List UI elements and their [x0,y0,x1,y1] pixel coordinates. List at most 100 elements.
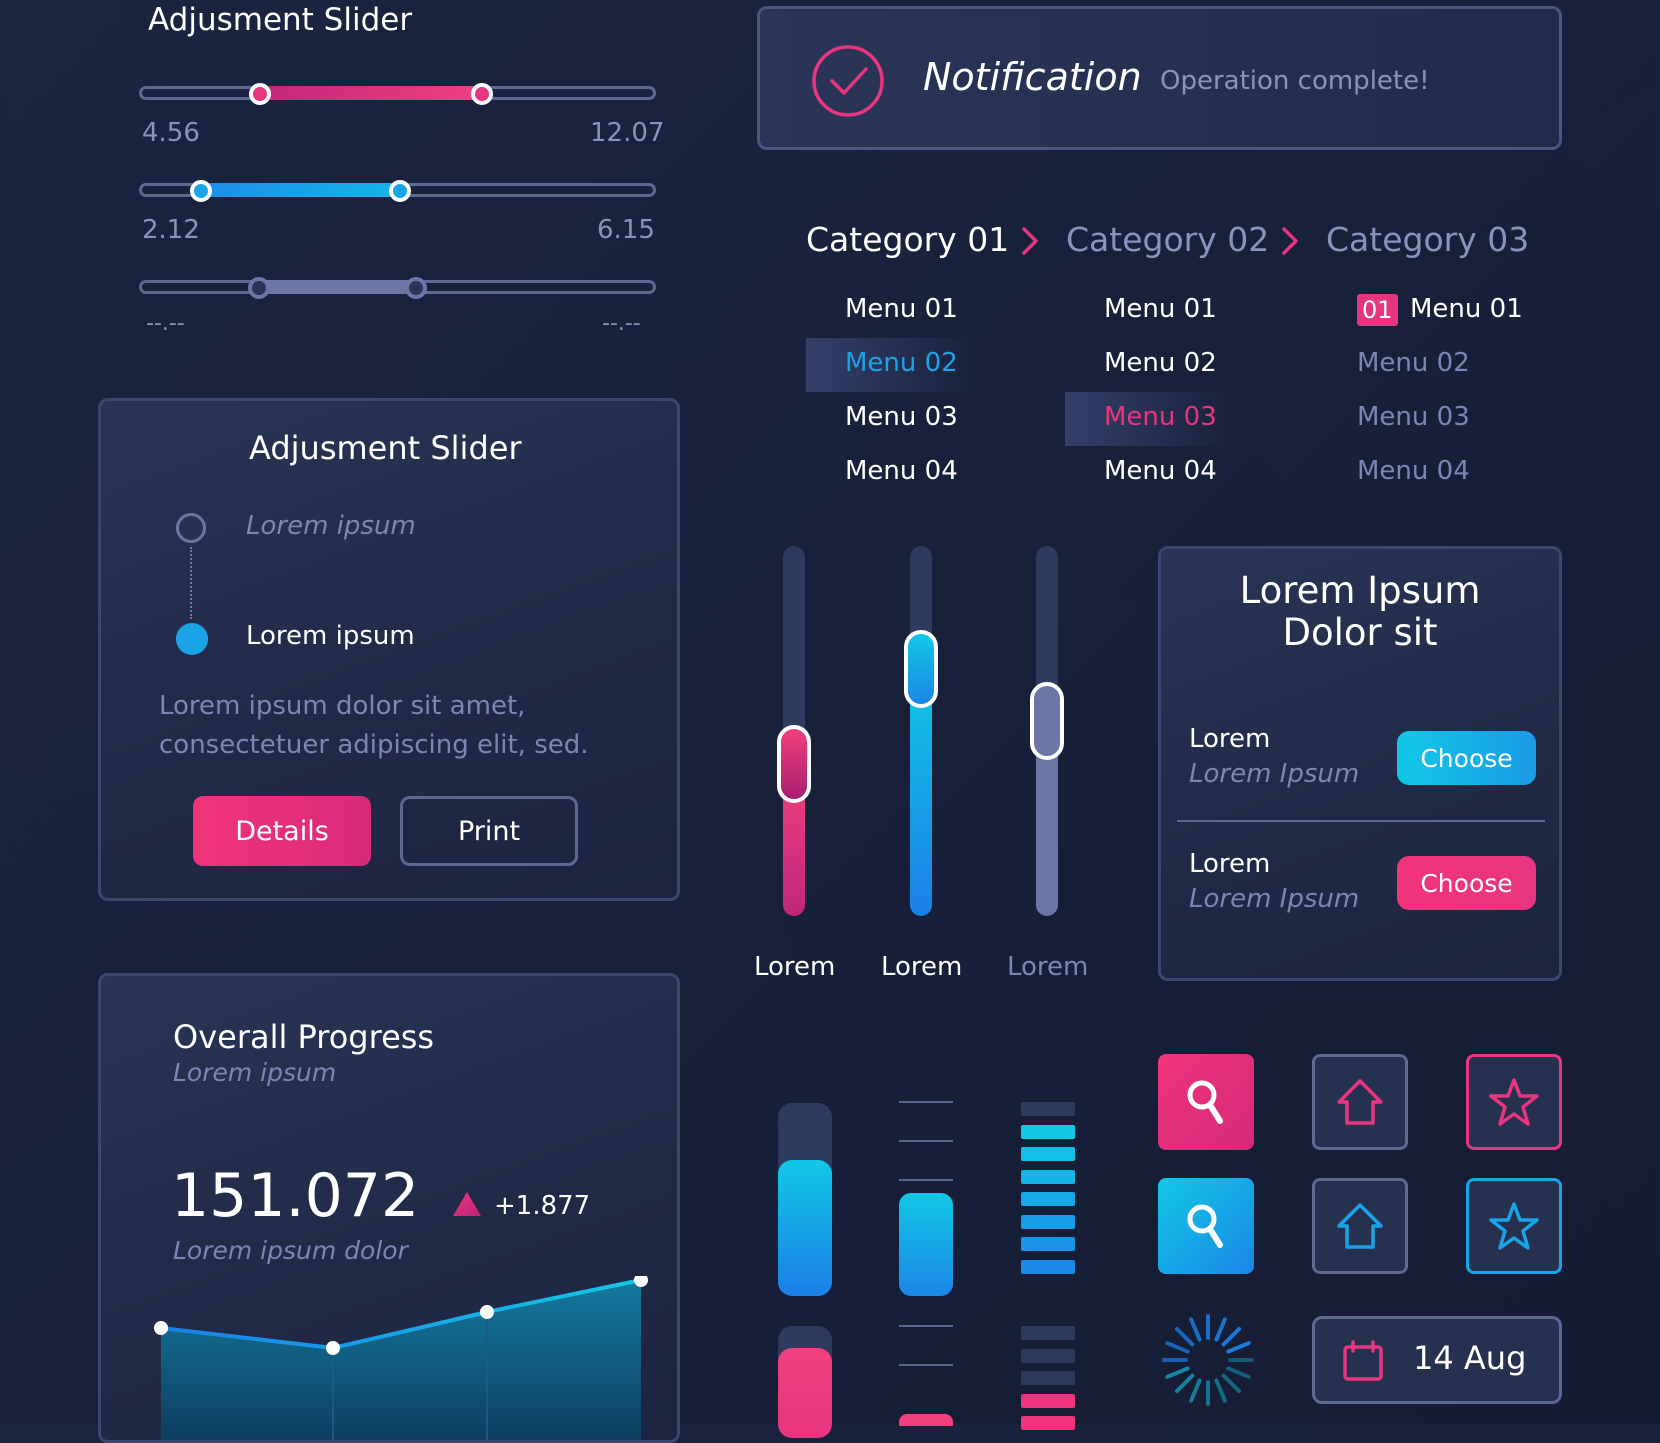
meter-segment [1021,1192,1075,1206]
chevron-right-icon [1282,227,1298,255]
vertical-slider-handle-3[interactable] [1030,682,1064,760]
menu-item[interactable]: Menu 03 [1357,402,1470,432]
meter-segment [1021,1371,1075,1385]
spinner-tick [1221,1326,1242,1347]
notification-banner: Notification Operation complete! [757,6,1562,150]
level-bar-fill [899,1414,953,1426]
vertical-slider-fill-2 [910,670,932,916]
chart-point [326,1341,340,1355]
spinner-tick [1226,1366,1251,1379]
date-label: 14 Aug [1413,1339,1527,1377]
level-tick [899,1364,953,1366]
chart-point [480,1305,494,1319]
breadcrumb-category-2[interactable]: Category 02 [1066,220,1270,259]
date-picker[interactable]: 14 Aug [1312,1316,1562,1404]
home-button-pink[interactable] [1312,1054,1408,1150]
divider [1177,820,1545,822]
range-slider-min-label-2: 2.12 [142,215,200,245]
menu-item[interactable]: Menu 01 [1104,294,1217,324]
menu-item-highlight [806,338,976,392]
print-button[interactable]: Print [400,796,578,866]
range-slider-fill-1 [260,86,483,100]
breadcrumb-category-3[interactable]: Category 03 [1326,220,1530,259]
search-icon [1187,1080,1223,1124]
menu-item[interactable]: Menu 02 [1357,348,1470,378]
range-slider-handle-max-3[interactable] [405,277,427,299]
spinner-tick [1226,1341,1251,1354]
meter-segment [1021,1214,1075,1229]
card-title-line: Lorem Ipsum [1239,569,1481,612]
choose-button[interactable]: Choose [1397,731,1536,785]
progress-card: Overall Progress Lorem ipsum 151.072 +1.… [98,973,680,1443]
choose-button[interactable]: Choose [1397,856,1536,910]
home-icon [1337,1079,1383,1125]
option-sublabel: Lorem Ipsum [1189,759,1360,789]
spinner-tick [1214,1378,1227,1403]
vertical-slider-fill-1 [783,765,805,916]
spinner-tick [1174,1373,1195,1394]
step-indicator-inactive[interactable] [176,513,206,543]
chart-area [161,1280,641,1440]
breadcrumb-category-1[interactable]: Category 01 [806,220,1010,259]
menu-item-selected[interactable]: Menu 03 [1104,402,1217,432]
menu-item[interactable]: Menu 01 [845,294,958,324]
meter-segment [1021,1416,1075,1430]
vertical-slider-handle-1[interactable] [777,725,811,803]
calendar-icon [1343,1340,1383,1381]
level-tick [899,1140,953,1142]
level-tick [899,1179,953,1181]
menu-item[interactable]: Menu 04 [1104,456,1217,486]
progress-delta: +1.877 [494,1191,591,1221]
notification-message: Operation complete! [1160,66,1430,96]
notification-title: Notification [923,55,1142,99]
option-label: Lorem [1189,724,1271,754]
meter-segment [1021,1237,1075,1251]
range-slider-max-label-2: 6.15 [597,215,655,245]
level-tick [899,1325,953,1327]
menu-item[interactable]: Menu 03 [845,402,958,432]
menu-item[interactable]: Menu 02 [1104,348,1217,378]
menu-item-selected[interactable]: Menu 02 [845,348,958,378]
menu-item[interactable]: Menu 04 [845,456,958,486]
range-slider-handle-min-2[interactable] [190,180,212,202]
card-title-line: Dolor sit [1282,611,1438,654]
loading-spinner-icon [1162,1314,1254,1406]
search-button-pink[interactable] [1158,1054,1254,1150]
adjustment-card: Adjusment Slider Lorem ipsum Lorem ipsum… [98,398,680,901]
card-title: Overall Progress [173,1018,435,1056]
meter-segment [1021,1147,1075,1161]
level-bar-fill [778,1348,832,1438]
range-slider-handle-max-1[interactable] [471,83,493,105]
star-button-pink[interactable] [1466,1054,1562,1150]
meter-segment [1021,1102,1075,1116]
card-title: Adjusment Slider [249,429,522,467]
range-slider-handle-min-3[interactable] [248,277,270,299]
star-icon [1489,1078,1539,1126]
menu-item-highlight [1065,392,1235,446]
card-body-line: consectetuer adipiscing elit, sed. [159,730,589,760]
vertical-slider-handle-2[interactable] [904,630,938,708]
chart-point [154,1321,168,1335]
step-connector [190,547,192,619]
menu-item[interactable]: Menu 04 [1357,456,1470,486]
menu-item[interactable]: Menu 01 [1410,294,1523,324]
range-slider-min-label-1: 4.56 [142,118,200,148]
progress-caption: Lorem ipsum dolor [173,1236,408,1265]
spinner-tick [1221,1373,1242,1394]
star-icon [1489,1202,1539,1250]
meter-segment [1021,1259,1075,1274]
range-slider-handle-max-2[interactable] [389,180,411,202]
range-slider-handle-min-1[interactable] [249,83,271,105]
search-button-blue[interactable] [1158,1178,1254,1274]
spinner-tick [1214,1317,1227,1342]
meter-segment [1021,1348,1075,1363]
home-button-blue[interactable] [1312,1178,1408,1274]
chevron-right-icon [1022,227,1038,255]
star-button-blue[interactable] [1466,1178,1562,1274]
level-bar-fill [778,1160,832,1296]
step-indicator-active[interactable] [176,623,208,655]
card-subtitle: Lorem ipsum [173,1058,337,1087]
range-slider-min-label-3: --.-- [146,311,185,336]
details-button[interactable]: Details [193,796,371,866]
spinner-tick [1165,1366,1190,1379]
